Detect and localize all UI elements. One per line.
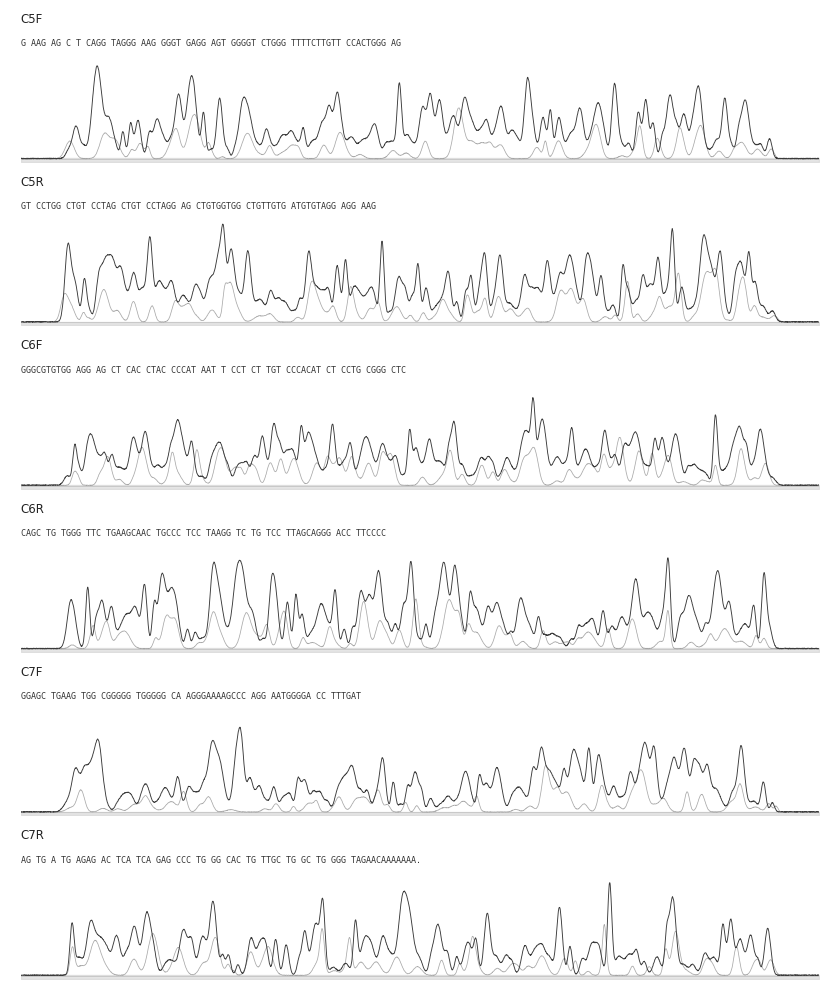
Text: C7R: C7R — [21, 829, 45, 842]
Text: C7F: C7F — [21, 666, 43, 679]
Text: AG TG A TG AGAG AC TCA TCA GAG CCC TG GG CAC TG TTGC TG GC TG GGG TAGAACAAAAAAA.: AG TG A TG AGAG AC TCA TCA GAG CCC TG GG… — [21, 856, 420, 865]
Text: G AAG AG C T CAGG TAGGG AAG GGGT GAGG AGT GGGGT CTGGG TTTTCTTGTT CCACTGGG AG: G AAG AG C T CAGG TAGGG AAG GGGT GAGG AG… — [21, 39, 401, 48]
Text: C6F: C6F — [21, 339, 43, 352]
Text: GGAGC TGAAG TGG CGGGGG TGGGGG CA AGGGAAAAGCCC AGG AATGGGGA CC TTTGAT: GGAGC TGAAG TGG CGGGGG TGGGGG CA AGGGAAA… — [21, 692, 361, 701]
Text: GGGCGTGTGG AGG AG CT CAC CTAC CCCAT AAT T CCT CT TGT CCCACAT CT CCTG CGGG CTC: GGGCGTGTGG AGG AG CT CAC CTAC CCCAT AAT … — [21, 366, 406, 375]
Text: GT CCTGG CTGT CCTAG CTGT CCTAGG AG CTGTGGTGG CTGTTGTG ATGTGTAGG AGG AAG: GT CCTGG CTGT CCTAG CTGT CCTAGG AG CTGTG… — [21, 202, 376, 211]
Text: C5F: C5F — [21, 13, 43, 26]
Text: C6R: C6R — [21, 503, 45, 516]
Text: C5R: C5R — [21, 176, 45, 189]
Text: CAGC TG TGGG TTC TGAAGCAAC TGCCC TCC TAAGG TC TG TCC TTAGCAGGG ACC TTCCCC: CAGC TG TGGG TTC TGAAGCAAC TGCCC TCC TAA… — [21, 529, 386, 538]
